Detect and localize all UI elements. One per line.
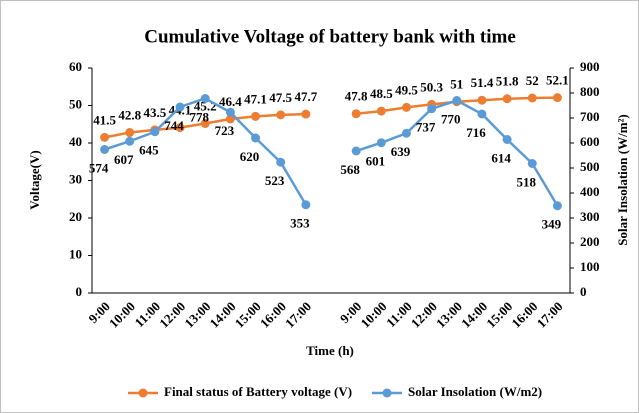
data-label: 645 xyxy=(139,143,159,158)
data-label: 607 xyxy=(114,152,134,167)
marker xyxy=(401,102,411,112)
data-label: 50.3 xyxy=(420,79,443,94)
y2-tick-label: 400 xyxy=(580,184,600,199)
x-axis-label: Time (h) xyxy=(306,343,354,358)
data-label: 778 xyxy=(189,109,209,124)
y-axis-label: Voltage(V) xyxy=(27,150,42,209)
data-label: 48.5 xyxy=(370,86,393,101)
y2-tick-label: 200 xyxy=(580,234,600,249)
marker xyxy=(251,133,261,143)
y-tick-label: 40 xyxy=(69,134,82,149)
marker xyxy=(200,94,210,103)
y2-tick-label: 800 xyxy=(580,84,600,99)
data-label: 601 xyxy=(366,154,386,169)
data-label: 52 xyxy=(526,73,539,88)
marker xyxy=(301,109,311,119)
data-label: 49.5 xyxy=(395,82,418,97)
marker xyxy=(351,146,361,156)
y2-tick-label: 900 xyxy=(580,59,600,74)
marker xyxy=(100,145,110,154)
y2-tick-label: 300 xyxy=(580,209,600,224)
marker xyxy=(125,136,135,146)
data-label: 574 xyxy=(89,160,109,175)
data-label: 52.1 xyxy=(546,73,569,88)
legend-label: Final status of Battery voltage (V) xyxy=(164,384,352,399)
y2-axis-label: Solar Insolation (W/m²) xyxy=(615,114,630,246)
data-label: 47.1 xyxy=(244,91,267,106)
marker xyxy=(225,107,235,117)
y-tick-label: 20 xyxy=(69,209,82,224)
data-label: 723 xyxy=(215,123,235,138)
y2-tick-label: 100 xyxy=(580,259,600,274)
marker xyxy=(301,200,311,210)
marker xyxy=(401,128,411,138)
data-label: 737 xyxy=(416,120,436,135)
data-label: 770 xyxy=(441,111,461,126)
data-label: 353 xyxy=(290,216,310,231)
marker xyxy=(276,157,286,167)
data-label: 523 xyxy=(265,173,285,188)
data-label: 47.5 xyxy=(269,90,292,105)
marker xyxy=(225,114,235,124)
marker xyxy=(427,104,437,114)
y-tick-label: 30 xyxy=(69,171,82,186)
data-label: 51 xyxy=(450,77,463,92)
data-label: 46.4 xyxy=(219,94,242,109)
legend-label: Solar Insolation (W/m2) xyxy=(408,384,542,399)
data-label: 51.8 xyxy=(496,74,519,89)
data-label: 518 xyxy=(517,174,537,189)
y2-tick-label: 500 xyxy=(580,159,600,174)
marker xyxy=(552,93,562,103)
marker xyxy=(376,138,386,148)
marker xyxy=(376,106,386,116)
marker xyxy=(502,94,512,104)
data-label: 614 xyxy=(491,150,511,165)
data-label: 41.5 xyxy=(93,112,116,127)
marker xyxy=(477,109,487,119)
marker xyxy=(175,102,185,112)
y2-tick-label: 0 xyxy=(580,284,587,299)
chart-title: Cumulative Voltage of battery bank with … xyxy=(144,26,516,47)
marker xyxy=(175,123,185,133)
marker xyxy=(502,135,512,144)
y-tick-label: 60 xyxy=(69,59,82,74)
marker xyxy=(276,110,286,120)
data-label: 639 xyxy=(391,144,411,159)
data-label: 349 xyxy=(542,217,562,232)
marker xyxy=(527,159,537,168)
data-label: 51.4 xyxy=(471,75,494,90)
marker xyxy=(200,119,210,128)
y-tick-label: 0 xyxy=(76,284,83,299)
data-label: 47.7 xyxy=(294,89,317,104)
marker xyxy=(527,93,537,103)
data-label: 744 xyxy=(164,118,184,133)
data-label: 620 xyxy=(240,149,260,164)
marker xyxy=(125,128,135,137)
marker xyxy=(150,127,160,137)
y2-tick-label: 700 xyxy=(580,109,600,124)
marker xyxy=(100,132,110,142)
data-label: 47.8 xyxy=(345,89,368,104)
marker xyxy=(351,109,361,119)
marker xyxy=(452,96,462,105)
marker xyxy=(552,201,562,211)
legend-marker xyxy=(382,388,392,398)
data-label: 568 xyxy=(340,162,360,177)
legend-marker xyxy=(138,388,148,398)
data-label: 42.8 xyxy=(118,107,141,122)
marker xyxy=(251,111,261,121)
data-label: 716 xyxy=(466,125,486,140)
marker xyxy=(477,95,487,105)
data-label: 43.5 xyxy=(144,105,167,120)
y-tick-label: 10 xyxy=(69,246,82,261)
y2-tick-label: 600 xyxy=(580,134,600,149)
y-tick-label: 50 xyxy=(69,96,82,111)
